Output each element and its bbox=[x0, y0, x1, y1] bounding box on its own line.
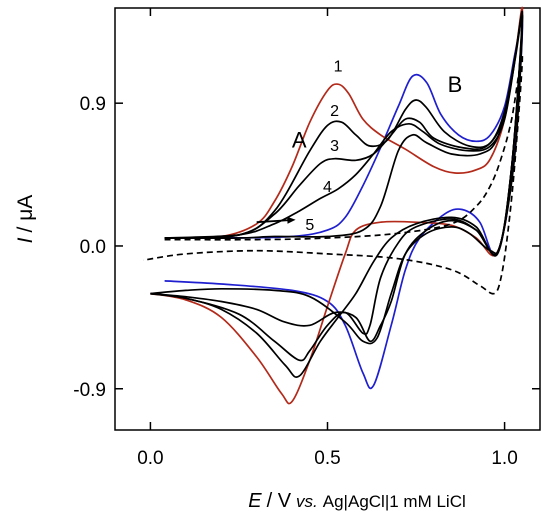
y-tick-label: -0.9 bbox=[73, 380, 106, 401]
y-tick-label: 0.9 bbox=[80, 94, 106, 115]
curve-number-label: 2 bbox=[330, 103, 339, 120]
y-tick-label: 0.0 bbox=[80, 237, 106, 258]
x-axis-title-qualifier: vs. bbox=[296, 492, 318, 511]
scan-direction-arrow bbox=[256, 219, 290, 224]
series-line-6 bbox=[150, 13, 524, 345]
series-layer bbox=[143, 6, 524, 405]
x-axis-title-unit: / V bbox=[267, 490, 292, 512]
peak-label: B bbox=[448, 72, 463, 97]
arrow-head-icon bbox=[287, 216, 296, 224]
curve-number-label: 1 bbox=[334, 58, 343, 75]
y-axis-title-unit: / μA bbox=[14, 195, 37, 233]
y-axis-title-var: I bbox=[14, 237, 37, 243]
series-line-7 bbox=[143, 54, 524, 295]
x-tick-label: 0.5 bbox=[314, 448, 340, 469]
annotations-layer: A B 1 2 3 4 5 bbox=[256, 58, 463, 234]
x-tick-label: 0.0 bbox=[137, 448, 163, 469]
y-axis-title: I / μA bbox=[14, 195, 37, 244]
curve-number-label: 4 bbox=[323, 179, 332, 196]
peak-label: A bbox=[292, 128, 307, 153]
curve-number-label: 3 bbox=[330, 138, 339, 155]
series-line-1 bbox=[164, 18, 524, 390]
series-line-5 bbox=[150, 14, 524, 343]
axis-ticks: 0.0 0.5 1.0 0.9 0.0 -0.9 bbox=[73, 8, 540, 469]
series-line-3 bbox=[150, 10, 524, 378]
x-tick-label: 1.0 bbox=[491, 448, 517, 469]
x-axis-title-reference: Ag|AgCl|1 mM LiCl bbox=[323, 492, 466, 511]
curve-number-label: 5 bbox=[305, 217, 314, 234]
x-axis-title-var: E bbox=[248, 490, 262, 512]
